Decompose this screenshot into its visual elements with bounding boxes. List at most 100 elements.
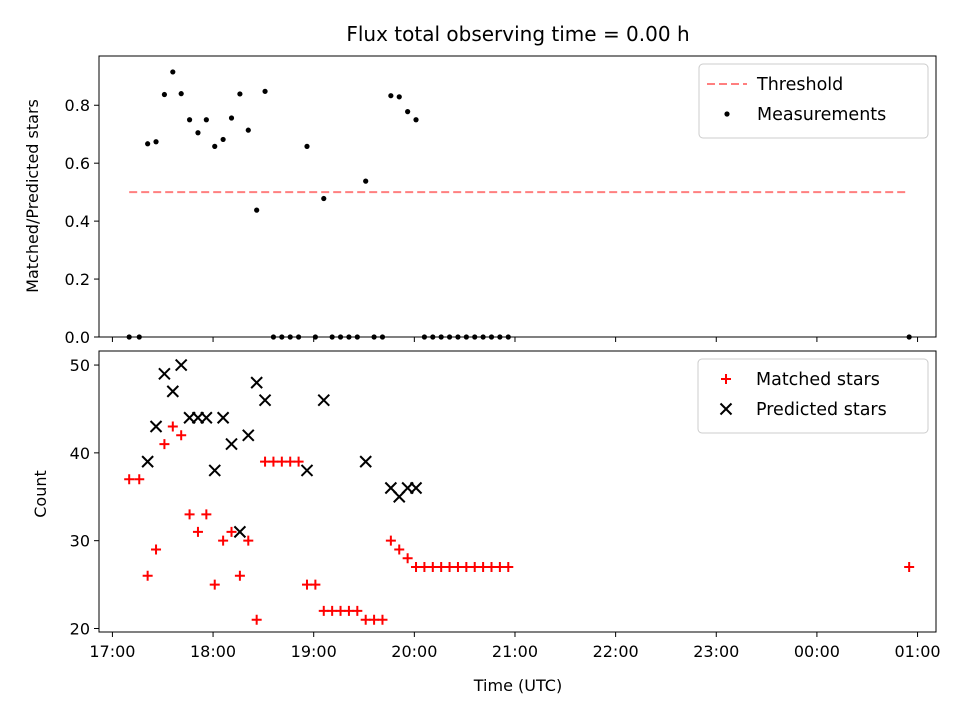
matched-star-point [218,535,229,546]
bottom-axes-frame [98,350,937,633]
measurement-point [396,94,402,100]
bottom-y-tick-label: 40 [70,444,90,463]
matched-star-point [503,562,514,573]
predicted-star-point [359,455,372,468]
bottom-y-tick-label: 50 [70,356,90,375]
matched-star-point [142,570,153,581]
measurement-point [337,334,344,340]
matched-star-point [427,562,438,573]
measurement-point [463,334,469,340]
matched-star-point [285,456,296,467]
top-chart-title: Flux total observing time = 0.00 h [346,22,689,46]
bottom-x-tick-label: 19:00 [291,642,337,661]
top-axes-frame [98,55,937,338]
measurement-point [161,91,168,98]
matched-star-point [486,562,497,573]
measurement-point [126,334,132,340]
predicted-star-point [149,420,163,433]
matched-star-point [904,562,915,573]
predicted-star-point [208,464,221,477]
measurement-point [296,334,302,340]
measurement-point [346,334,352,340]
measurement-point [203,117,209,123]
bottom-x-tick-label: 18:00 [190,642,236,661]
measurement-point [153,139,159,145]
measurement-point [505,334,511,340]
predicted-star-point [300,464,314,477]
measurement-point [262,88,268,94]
legend-matched-swatch [721,374,731,384]
legend-entry-label: Predicted stars [756,400,887,420]
matched-star-point [411,562,422,573]
predicted-star-point [242,429,255,442]
measurement-point [245,127,251,133]
top-legend-box [698,63,929,139]
measurement-point [254,207,260,213]
measurement-point [421,334,428,340]
measurement-point [170,69,176,75]
measurement-point [371,334,377,340]
matched-star-point [184,509,195,520]
matched-star-point [394,544,405,555]
matched-star-point [452,562,463,573]
matched-star-point [226,526,237,537]
matched-star-point [360,614,371,625]
bottom-legend-box [697,358,929,434]
matched-star-point [201,509,212,520]
legend-entry-label: Matched stars [756,370,880,390]
matched-star-point [192,526,203,537]
matched-star-point [343,605,354,616]
legend-entry-label: Threshold [756,75,843,95]
predicted-star-point [216,411,230,424]
measurement-point [145,141,151,147]
top-y-tick-label: 0.2 [65,270,90,289]
bottom-y-tick-label: 20 [70,619,90,638]
measurement-point [212,143,218,149]
matched-star-point [209,579,220,590]
measurement-point [379,334,386,340]
measurement-point [228,115,235,121]
matched-star-point [335,605,346,616]
matched-star-point [234,570,245,581]
top-y-tick-label: 0.4 [65,212,90,231]
bottom-x-tick-label: 23:00 [693,642,739,661]
measurement-point [906,334,912,340]
matched-star-point [268,456,279,467]
bottom-x-tick-label: 22:00 [593,642,639,661]
bottom-x-tick-label: 00:00 [794,642,840,661]
matched-star-point [151,544,162,555]
measurement-point [413,117,419,123]
measurement-point [279,334,285,340]
measurement-point [363,178,369,184]
predicted-star-point [141,455,154,468]
matched-star-point [352,605,363,616]
matched-star-point [251,614,262,625]
measurement-point [312,334,318,340]
matched-star-point [124,474,135,485]
predicted-star-point [225,437,238,451]
measurement-point [405,109,411,115]
measurement-point [480,334,486,340]
matched-star-point [159,439,170,450]
matched-star-point [318,605,329,616]
measurement-point [287,334,293,340]
measurement-point [430,334,436,340]
bottom-y-axis-label: Count [31,470,50,518]
measurement-point [237,91,243,97]
matched-star-point [478,562,489,573]
bottom-x-tick-label: 17:00 [89,642,135,661]
matched-star-point [494,562,505,573]
legend-measurement-swatch [724,111,730,117]
top-y-tick-label: 0.8 [65,96,90,115]
bottom-x-tick-label: 01:00 [894,642,940,661]
matched-star-point [134,474,145,485]
predicted-star-point [250,376,263,389]
measurement-point [220,136,226,143]
bottom-x-tick-label: 21:00 [492,642,538,661]
top-y-axis-label: Matched/Predicted stars [23,99,42,293]
predicted-star-point [233,525,247,539]
measurement-point [178,91,184,97]
matched-star-point [377,614,388,625]
matched-star-point [436,562,447,573]
predicted-star-point [200,411,213,424]
